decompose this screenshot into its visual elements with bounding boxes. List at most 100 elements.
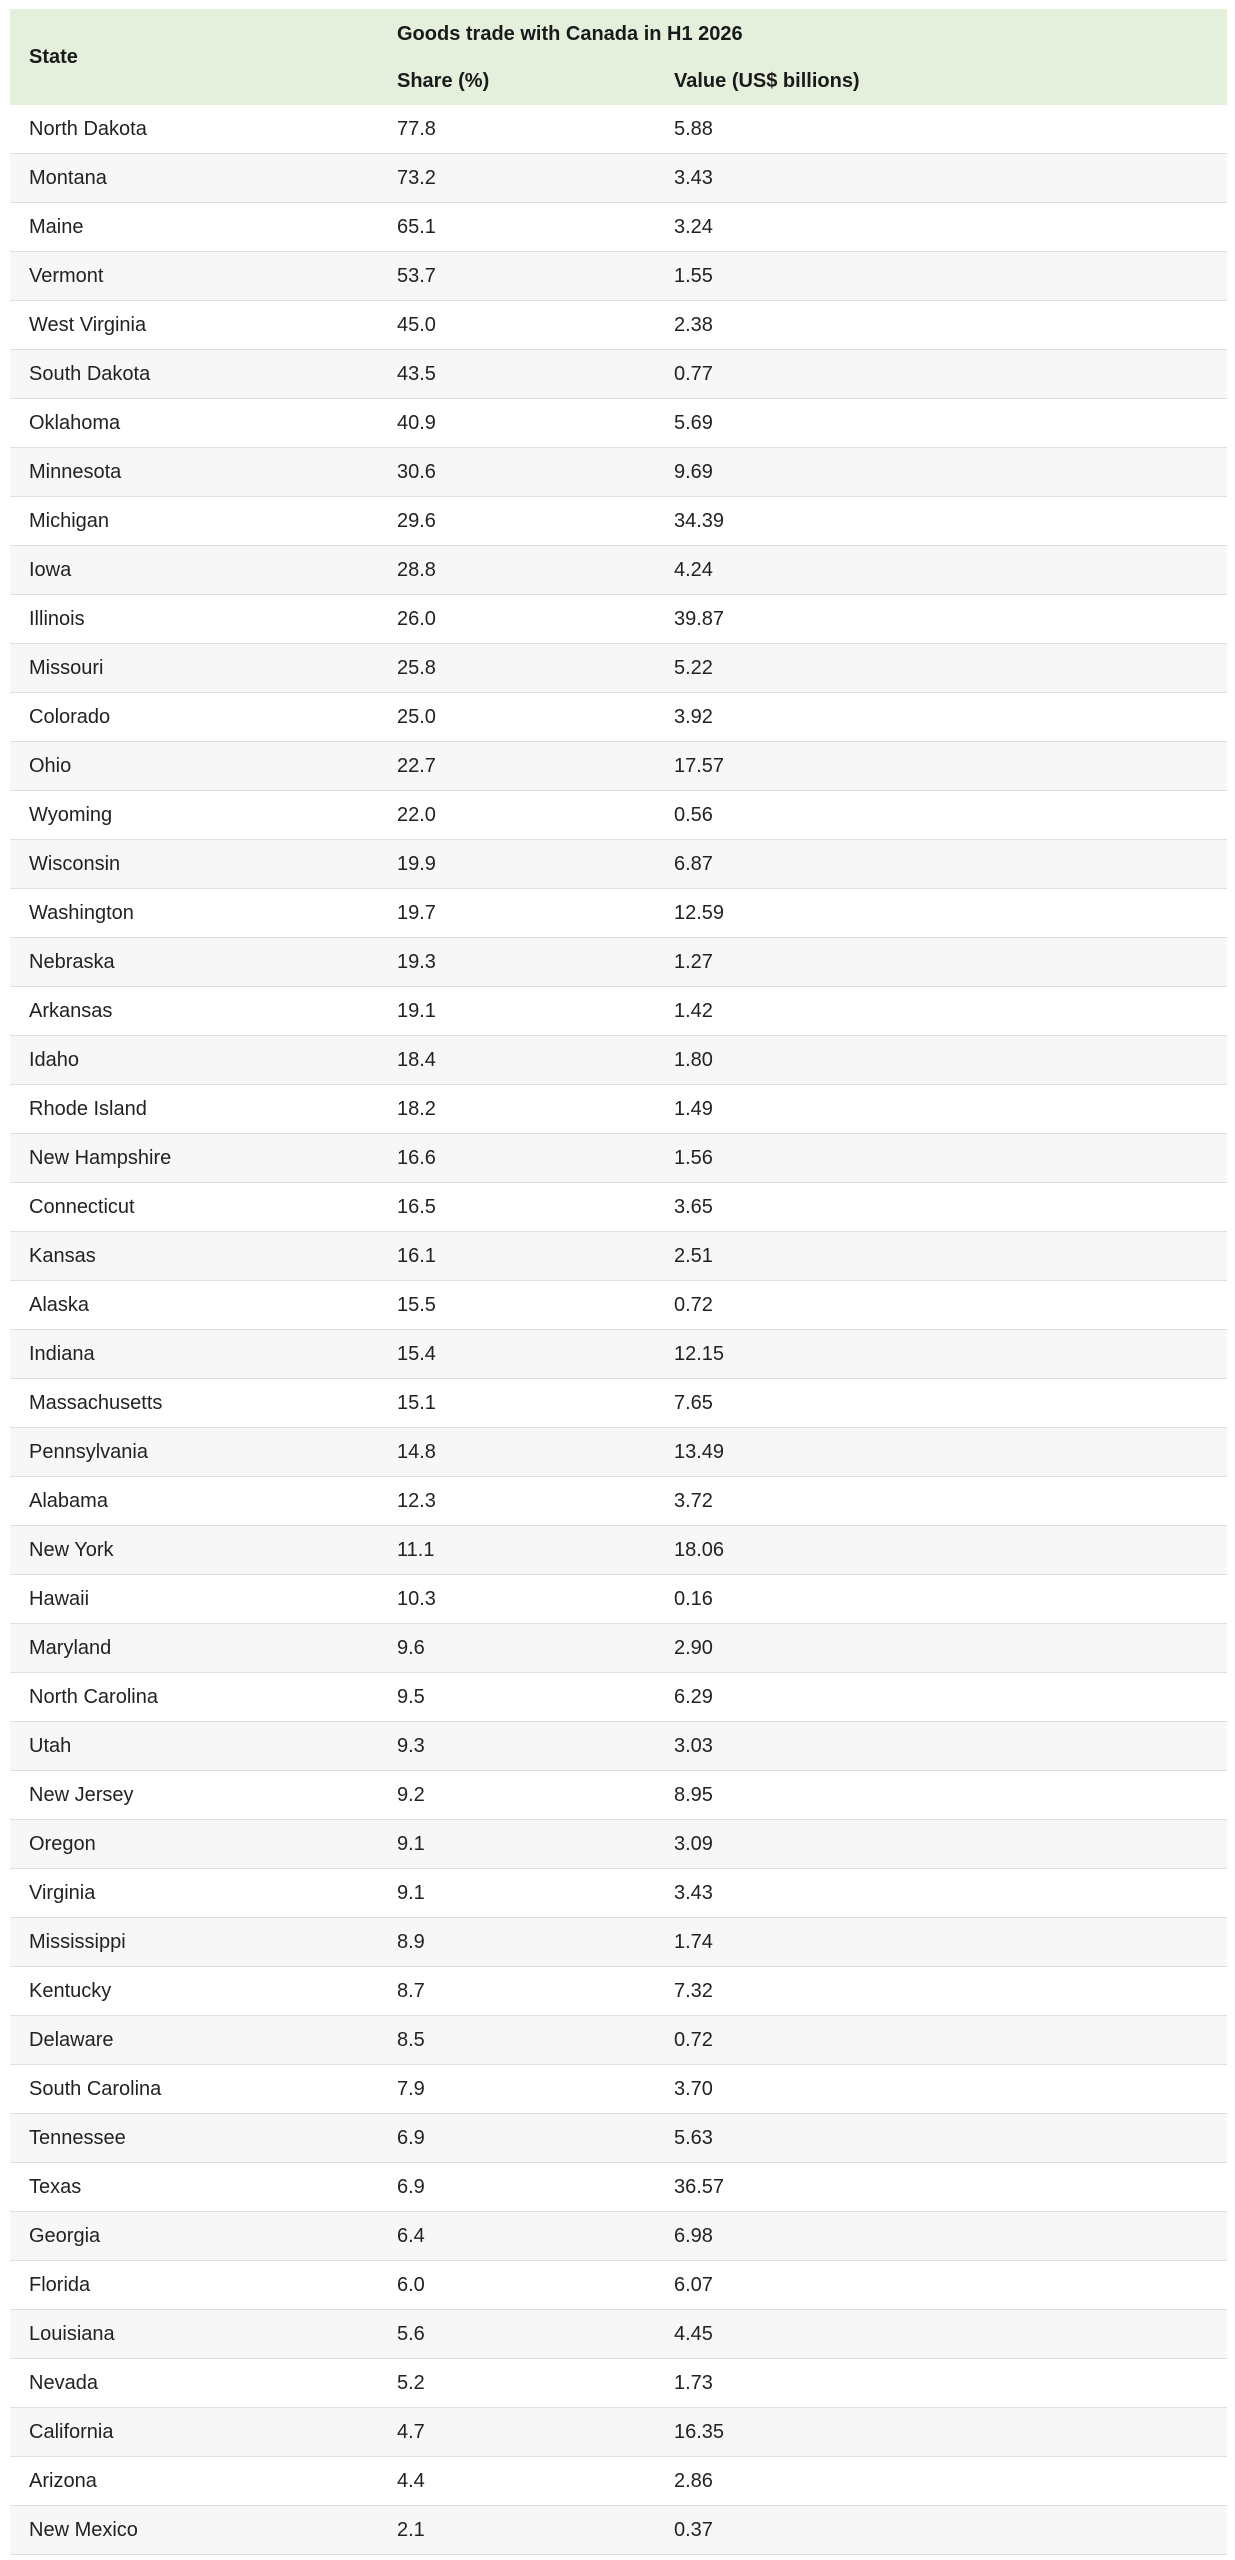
cell-state: Indiana	[10, 1329, 378, 1379]
cell-share: 26.0	[378, 594, 655, 644]
table-row: Maine 65.1 3.24	[10, 202, 1227, 252]
cell-share: 9.6	[378, 1623, 655, 1673]
table-row: New York 11.1 18.06	[10, 1525, 1227, 1575]
table-row: South Carolina 7.9 3.70	[10, 2064, 1227, 2114]
table-row: New Jersey 9.2 8.95	[10, 1770, 1227, 1820]
cell-state: West Virginia	[10, 300, 378, 350]
cell-state: Pennsylvania	[10, 1427, 378, 1477]
cell-share: 8.5	[378, 2015, 655, 2065]
cell-value: 2.90	[655, 1623, 1227, 1673]
cell-value: 7.65	[655, 1378, 1227, 1428]
table-row: New Hampshire 16.6 1.56	[10, 1133, 1227, 1183]
cell-share: 11.1	[378, 1525, 655, 1575]
cell-share: 9.1	[378, 1868, 655, 1918]
cell-share: 77.8	[378, 105, 655, 154]
cell-value: 18.06	[655, 1525, 1227, 1575]
table-row: Louisiana 5.6 4.45	[10, 2309, 1227, 2359]
table-row: Rhode Island 18.2 1.49	[10, 1084, 1227, 1134]
table-row: New Mexico 2.1 0.37	[10, 2505, 1227, 2555]
header-row-columns: Share (%) Value (US$ billions)	[10, 57, 1227, 105]
table-row: Kansas 16.1 2.51	[10, 1231, 1227, 1281]
table-row: Connecticut 16.5 3.65	[10, 1182, 1227, 1232]
cell-share: 10.3	[378, 1574, 655, 1624]
cell-value: 0.56	[655, 790, 1227, 840]
table-row: Virginia 9.1 3.43	[10, 1868, 1227, 1918]
trade-table-container: State Goods trade with Canada in H1 2026…	[10, 9, 1227, 2555]
cell-share: 7.9	[378, 2064, 655, 2114]
cell-value: 1.49	[655, 1084, 1227, 1134]
cell-share: 15.5	[378, 1280, 655, 1330]
table-row: Colorado 25.0 3.92	[10, 692, 1227, 742]
cell-share: 25.8	[378, 643, 655, 693]
cell-state: Vermont	[10, 251, 378, 301]
cell-state: Utah	[10, 1721, 378, 1771]
cell-value: 3.92	[655, 692, 1227, 742]
cell-share: 45.0	[378, 300, 655, 350]
cell-share: 18.2	[378, 1084, 655, 1134]
cell-share: 5.2	[378, 2358, 655, 2408]
cell-value: 0.16	[655, 1574, 1227, 1624]
header-row-group: State Goods trade with Canada in H1 2026	[10, 9, 1227, 105]
cell-state: Texas	[10, 2162, 378, 2212]
table-row: Texas 6.9 36.57	[10, 2162, 1227, 2212]
cell-value: 6.29	[655, 1672, 1227, 1722]
cell-share: 28.8	[378, 545, 655, 595]
cell-state: Alabama	[10, 1476, 378, 1526]
cell-state: South Dakota	[10, 349, 378, 399]
cell-share: 8.9	[378, 1917, 655, 1967]
cell-state: Florida	[10, 2260, 378, 2310]
cell-value: 13.49	[655, 1427, 1227, 1477]
cell-value: 3.03	[655, 1721, 1227, 1771]
cell-value: 6.98	[655, 2211, 1227, 2261]
cell-share: 5.6	[378, 2309, 655, 2359]
cell-value: 3.72	[655, 1476, 1227, 1526]
cell-value: 34.39	[655, 496, 1227, 546]
cell-state: Maine	[10, 202, 378, 252]
cell-state: Missouri	[10, 643, 378, 693]
table-row: Montana 73.2 3.43	[10, 153, 1227, 203]
cell-value: 0.37	[655, 2505, 1227, 2555]
cell-value: 3.65	[655, 1182, 1227, 1232]
cell-share: 6.9	[378, 2113, 655, 2163]
cell-state: Hawaii	[10, 1574, 378, 1624]
table-row: Missouri 25.8 5.22	[10, 643, 1227, 693]
cell-share: 9.3	[378, 1721, 655, 1771]
table-row: Minnesota 30.6 9.69	[10, 447, 1227, 497]
cell-value: 12.15	[655, 1329, 1227, 1379]
table-row: Nebraska 19.3 1.27	[10, 937, 1227, 987]
cell-state: Colorado	[10, 692, 378, 742]
column-header-value: Value (US$ billions)	[655, 57, 1227, 105]
cell-share: 22.7	[378, 741, 655, 791]
cell-value: 3.43	[655, 153, 1227, 203]
cell-share: 40.9	[378, 398, 655, 448]
table-row: Illinois 26.0 39.87	[10, 594, 1227, 644]
cell-state: North Dakota	[10, 105, 378, 154]
table-row: West Virginia 45.0 2.38	[10, 300, 1227, 350]
cell-state: Michigan	[10, 496, 378, 546]
cell-share: 19.7	[378, 888, 655, 938]
table-row: Florida 6.0 6.07	[10, 2260, 1227, 2310]
cell-value: 3.24	[655, 202, 1227, 252]
cell-share: 19.1	[378, 986, 655, 1036]
cell-state: Wyoming	[10, 790, 378, 840]
cell-state: Iowa	[10, 545, 378, 595]
cell-state: North Carolina	[10, 1672, 378, 1722]
cell-value: 16.35	[655, 2407, 1227, 2457]
cell-share: 16.1	[378, 1231, 655, 1281]
cell-state: Oklahoma	[10, 398, 378, 448]
cell-state: California	[10, 2407, 378, 2457]
table-row: California 4.7 16.35	[10, 2407, 1227, 2457]
table-row: Wyoming 22.0 0.56	[10, 790, 1227, 840]
cell-value: 7.32	[655, 1966, 1227, 2016]
cell-state: Tennessee	[10, 2113, 378, 2163]
cell-value: 9.69	[655, 447, 1227, 497]
cell-share: 15.4	[378, 1329, 655, 1379]
cell-state: Virginia	[10, 1868, 378, 1918]
cell-share: 9.5	[378, 1672, 655, 1722]
cell-state: Maryland	[10, 1623, 378, 1673]
cell-value: 8.95	[655, 1770, 1227, 1820]
cell-value: 36.57	[655, 2162, 1227, 2212]
table-row: Alaska 15.5 0.72	[10, 1280, 1227, 1330]
cell-share: 15.1	[378, 1378, 655, 1428]
cell-value: 3.09	[655, 1819, 1227, 1869]
